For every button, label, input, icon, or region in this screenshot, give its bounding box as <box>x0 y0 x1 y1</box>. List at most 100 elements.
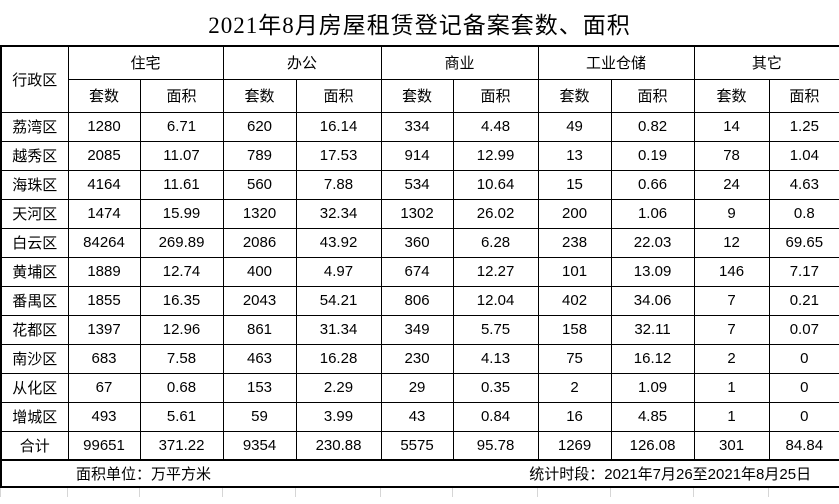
page-title: 2021年8月房屋租赁登记备案套数、面积 <box>208 12 631 38</box>
header-count: 套数 <box>222 78 297 113</box>
value-cell: 1889 <box>67 256 141 287</box>
value-cell: 24 <box>693 169 770 200</box>
value-cell: 230 <box>380 343 454 374</box>
region-cell: 南沙区 <box>0 343 69 374</box>
value-cell: 11.07 <box>139 140 224 171</box>
value-cell: 620 <box>222 111 297 142</box>
table-row: 黄埔区 1889 12.74 400 4.97 674 12.27 101 13.09 146 7.… <box>0 256 839 287</box>
value-cell: 16 <box>537 401 612 432</box>
value-cell: 12 <box>693 227 770 258</box>
value-cell: 1.06 <box>610 198 695 229</box>
value-cell: 54.21 <box>295 285 382 316</box>
header-area: 面积 <box>139 78 224 113</box>
value-cell: 7 <box>693 285 770 316</box>
value-cell: 0.84 <box>452 401 539 432</box>
value-cell: 2.29 <box>295 372 382 403</box>
value-cell: 1 <box>693 401 770 432</box>
value-cell: 146 <box>693 256 770 287</box>
value-cell: 12.99 <box>452 140 539 171</box>
value-cell: 2085 <box>67 140 141 171</box>
value-cell: 674 <box>380 256 454 287</box>
region-cell: 增城区 <box>0 401 69 432</box>
value-cell: 1302 <box>380 198 454 229</box>
value-cell: 402 <box>537 285 612 316</box>
value-cell: 126.08 <box>610 430 695 461</box>
value-cell: 1.09 <box>610 372 695 403</box>
value-cell: 7.58 <box>139 343 224 374</box>
value-cell: 0.19 <box>610 140 695 171</box>
value-cell: 914 <box>380 140 454 171</box>
table-row-total: 合计 99651 371.22 9354 230.88 5575 95.78 1269 126.… <box>0 430 839 461</box>
value-cell: 534 <box>380 169 454 200</box>
value-cell: 1280 <box>67 111 141 142</box>
value-cell: 95.78 <box>452 430 539 461</box>
value-cell: 43.92 <box>295 227 382 258</box>
value-cell: 2 <box>693 343 770 374</box>
value-cell: 49 <box>537 111 612 142</box>
value-cell: 1320 <box>222 198 297 229</box>
header-count: 套数 <box>67 78 141 113</box>
value-cell: 17.53 <box>295 140 382 171</box>
value-cell: 301 <box>693 430 770 461</box>
table-row: 海珠区 4164 11.61 560 7.88 534 10.64 15 0.66 24 4.63 <box>0 169 839 200</box>
value-cell: 12.04 <box>452 285 539 316</box>
value-cell: 1474 <box>67 198 141 229</box>
value-cell: 84.84 <box>768 430 839 461</box>
table-row: 增城区 493 5.61 59 3.99 43 0.84 16 4.85 1 0 <box>0 401 839 432</box>
unit-note: 面积单位：万平方米 <box>76 466 212 483</box>
region-cell: 天河区 <box>0 198 69 229</box>
value-cell: 16.28 <box>295 343 382 374</box>
value-cell: 4.48 <box>452 111 539 142</box>
value-cell: 13.09 <box>610 256 695 287</box>
header-area: 面积 <box>452 78 539 113</box>
region-cell: 白云区 <box>0 227 69 258</box>
table-row: 越秀区 2085 11.07 789 17.53 914 12.99 13 0.19 78 1.04 <box>0 140 839 171</box>
value-cell: 16.35 <box>139 285 224 316</box>
value-cell: 4.85 <box>610 401 695 432</box>
value-cell: 238 <box>537 227 612 258</box>
value-cell: 806 <box>380 285 454 316</box>
value-cell: 10.64 <box>452 169 539 200</box>
value-cell: 371.22 <box>139 430 224 461</box>
value-cell: 0.66 <box>610 169 695 200</box>
value-cell: 69.65 <box>768 227 839 258</box>
value-cell: 0.35 <box>452 372 539 403</box>
period-note: 统计时段：2021年7月26至2021年8月25日 <box>529 466 812 483</box>
value-cell: 349 <box>380 314 454 345</box>
value-cell: 200 <box>537 198 612 229</box>
header-area: 面积 <box>610 78 695 113</box>
value-cell: 0 <box>768 401 839 432</box>
value-cell: 7.88 <box>295 169 382 200</box>
value-cell: 400 <box>222 256 297 287</box>
value-cell: 463 <box>222 343 297 374</box>
value-cell: 158 <box>537 314 612 345</box>
header-category-commercial: 商业 <box>380 45 539 80</box>
value-cell: 32.11 <box>610 314 695 345</box>
table-row: 荔湾区 1280 6.71 620 16.14 334 4.48 49 0.82 14 1.25 <box>0 111 839 142</box>
value-cell: 2 <box>537 372 612 403</box>
value-cell: 861 <box>222 314 297 345</box>
region-cell: 黄埔区 <box>0 256 69 287</box>
region-cell: 合计 <box>0 430 69 461</box>
value-cell: 0.82 <box>610 111 695 142</box>
header-area: 面积 <box>768 78 839 113</box>
value-cell: 5.61 <box>139 401 224 432</box>
value-cell: 1.04 <box>768 140 839 171</box>
value-cell: 4164 <box>67 169 141 200</box>
header-category-residential: 住宅 <box>67 45 224 80</box>
region-cell: 花都区 <box>0 314 69 345</box>
value-cell: 16.12 <box>610 343 695 374</box>
value-cell: 683 <box>67 343 141 374</box>
value-cell: 269.89 <box>139 227 224 258</box>
header-count: 套数 <box>693 78 770 113</box>
value-cell: 3.99 <box>295 401 382 432</box>
value-cell: 1855 <box>67 285 141 316</box>
value-cell: 29 <box>380 372 454 403</box>
value-cell: 0 <box>768 343 839 374</box>
value-cell: 32.34 <box>295 198 382 229</box>
value-cell: 6.71 <box>139 111 224 142</box>
value-cell: 12.96 <box>139 314 224 345</box>
header-region: 行政区 <box>0 45 69 113</box>
value-cell: 11.61 <box>139 169 224 200</box>
